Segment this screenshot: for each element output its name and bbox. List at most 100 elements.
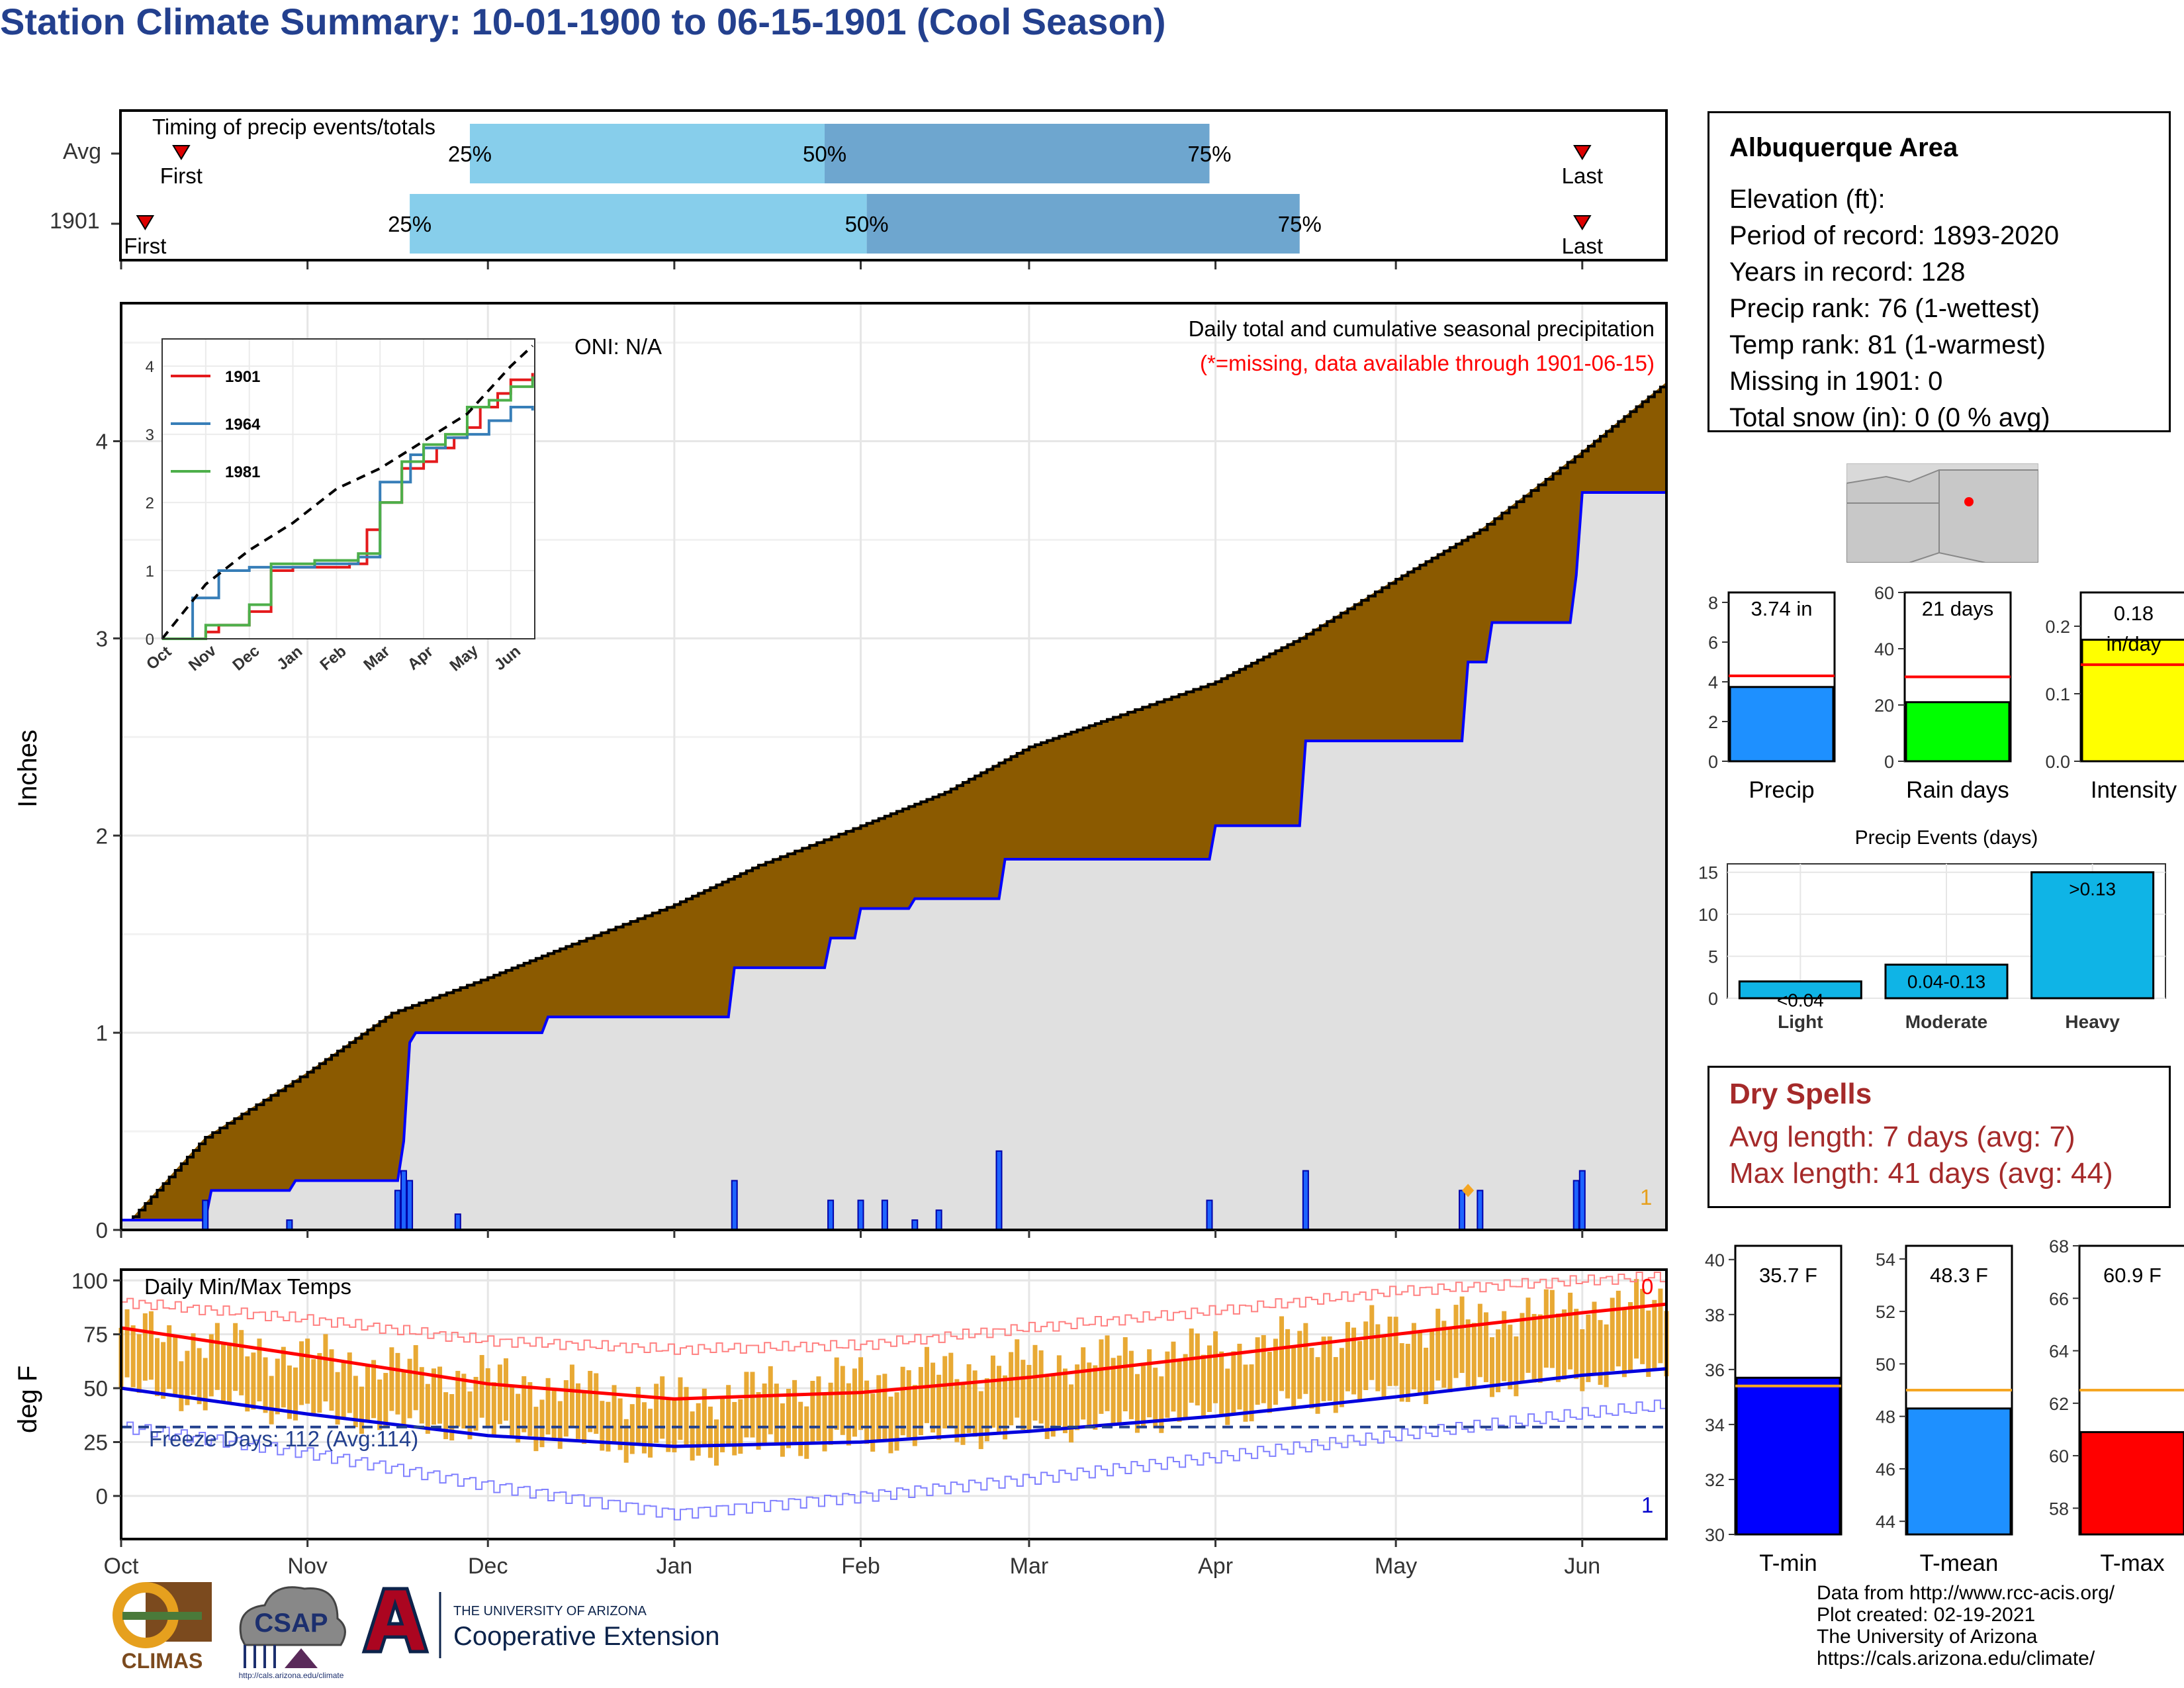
daily-temp-bar	[293, 1367, 298, 1421]
daily-temp-bar	[1646, 1310, 1651, 1378]
temp-bar-charts: 30 32 34 36 38 40 35.7 F T-min 44 46 48 50 52 54 48.3 …	[1705, 1237, 2184, 1576]
events-bar-label: 0.04-0.13	[1907, 971, 1985, 992]
daily-temp-bar	[1658, 1288, 1663, 1364]
small-chart-tick-label: 0	[1884, 752, 1894, 772]
record-max-line	[121, 1271, 1667, 1355]
daily-precip-bar	[286, 1219, 293, 1231]
timing-chart: 25% 50% 75% First Last 25% 50% 75% First Last	[111, 124, 1603, 269]
daily-temp-bar	[311, 1359, 316, 1417]
csap-cloud-icon	[239, 1586, 346, 1646]
daily-temp-bar	[413, 1345, 418, 1411]
inset-line-avg	[161, 344, 534, 640]
daily-temp-bar	[155, 1338, 160, 1397]
daily-temp-bar	[588, 1370, 593, 1432]
temp-bar-tick-label: 64	[2049, 1342, 2069, 1362]
temp-bar-tick-label: 50	[1876, 1354, 1895, 1374]
temp-bar-tick-label: 36	[1705, 1360, 1725, 1380]
daily-temp-bar	[275, 1358, 280, 1415]
daily-temp-bar	[750, 1372, 755, 1438]
daily-temp-bar	[1399, 1343, 1404, 1402]
daily-temp-bar	[1147, 1349, 1152, 1418]
daily-precip-bar	[995, 1150, 1003, 1231]
daily-temp-bar	[1038, 1350, 1044, 1424]
daily-temp-bar	[1249, 1364, 1254, 1422]
daily-temp-bar	[1502, 1311, 1507, 1382]
daily-temp-bar	[707, 1406, 713, 1458]
timing-pct-50: 50%	[803, 142, 846, 166]
daily-temp-bar	[1075, 1364, 1080, 1430]
daily-temp-bar	[1309, 1348, 1314, 1409]
footer-credits: Data from http://www.rcc-acis.org/ Plot …	[1817, 1582, 2115, 1669]
month-label: May	[1375, 1554, 1417, 1579]
daily-temp-bar	[617, 1398, 623, 1450]
daily-precip-bar	[1572, 1180, 1580, 1231]
temp-ylabel: deg F	[13, 1365, 42, 1433]
daily-temp-bar	[503, 1358, 508, 1421]
last-label: Last	[1562, 234, 1603, 258]
station-temp-rank: Temp rank: 81 (1-warmest)	[1729, 330, 2046, 359]
daily-temp-bar	[1640, 1289, 1645, 1364]
oni-label: ONI: N/A	[574, 334, 662, 359]
temp-bar-value-label: 35.7 F	[1759, 1264, 1817, 1287]
daily-precip-bar	[454, 1213, 461, 1231]
daily-temp-bar	[1069, 1384, 1074, 1443]
daily-temp-bar	[1255, 1337, 1260, 1405]
station-info-panel: Albuquerque Area Elevation (ft): Period …	[1707, 111, 2171, 432]
daily-precip-bar	[731, 1180, 738, 1231]
daily-temp-bar	[582, 1391, 587, 1444]
month-label: Feb	[841, 1554, 880, 1579]
daily-temp-bar	[425, 1383, 430, 1434]
daily-precip-bar	[935, 1209, 942, 1231]
daily-temp-bar	[1531, 1313, 1537, 1383]
footer-institution: The University of Arizona	[1817, 1626, 2038, 1648]
daily-temp-bar	[233, 1323, 238, 1391]
daily-temp-bar	[678, 1377, 683, 1440]
timing-bar-25-50	[469, 124, 825, 183]
csap-rain-lines	[244, 1645, 276, 1668]
daily-temp-bar	[984, 1378, 989, 1442]
daily-temp-bar	[551, 1387, 557, 1441]
daily-temp-bar	[792, 1380, 797, 1443]
small-chart-label: Intensity	[2091, 777, 2177, 803]
events-tick-label: 10	[1698, 905, 1718, 925]
map-borders	[1846, 470, 1940, 553]
daily-temp-bar	[1099, 1339, 1104, 1414]
daily-temp-bar	[1375, 1324, 1381, 1391]
small-chart-label: Rain days	[1906, 777, 2009, 803]
daily-temp-bar	[1050, 1373, 1056, 1437]
daily-temp-bar	[1525, 1297, 1531, 1373]
month-label: Apr	[1198, 1554, 1233, 1579]
daily-temp-bar	[1537, 1314, 1543, 1383]
temp-bar-tick-label: 66	[2049, 1289, 2069, 1309]
daily-temp-bar	[684, 1387, 689, 1446]
climas-logo-text: CLIMAS	[122, 1649, 203, 1673]
inset-y-label: 2	[146, 494, 154, 512]
small-chart-tick-label: 0	[1708, 752, 1718, 772]
first-marker-icon	[172, 145, 191, 160]
daily-temp-bar	[1273, 1338, 1278, 1405]
inset-line-1964	[162, 405, 534, 640]
daily-temp-bar	[365, 1364, 371, 1421]
daily-temp-bar	[762, 1383, 767, 1445]
daily-temp-bar	[341, 1361, 346, 1419]
daily-temp-bar	[1159, 1376, 1164, 1433]
temp-bar-tick-label: 68	[2049, 1237, 2069, 1256]
daily-temp-bar	[1430, 1330, 1435, 1394]
temp-bar-label: T-mean	[1920, 1550, 1999, 1576]
daily-temp-bar	[479, 1354, 484, 1418]
temp-chart: 0 25 50 75 100 Oct Nov Dec Jan Feb Mar Apr May Jun	[71, 1268, 1669, 1579]
precip-y-tick-label: 1	[96, 1021, 108, 1045]
daily-temp-bar	[918, 1367, 923, 1436]
daily-temp-bar	[522, 1376, 527, 1432]
timing-pct-75: 75%	[1278, 212, 1322, 236]
daily-temp-bar	[870, 1393, 876, 1452]
daily-temp-bar	[371, 1360, 377, 1419]
events-tick-label: 0	[1708, 989, 1718, 1009]
daily-precip-bar	[1477, 1190, 1484, 1231]
daily-temp-bar	[539, 1399, 545, 1448]
daily-temp-bar	[894, 1392, 899, 1451]
daily-temp-bar	[191, 1333, 196, 1395]
cumulative-1901-line	[121, 491, 1666, 1222]
small-chart-tick-label: 6	[1708, 633, 1718, 653]
timing-row-1901: 1901	[50, 209, 100, 234]
